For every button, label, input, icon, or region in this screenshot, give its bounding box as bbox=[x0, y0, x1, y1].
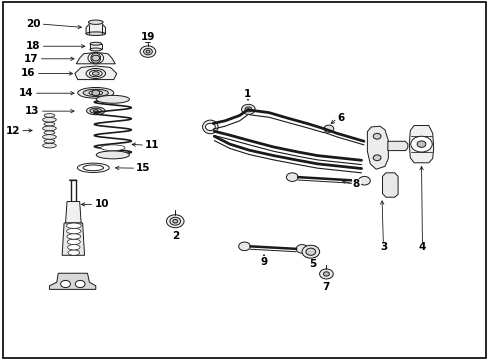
Circle shape bbox=[140, 46, 156, 57]
Circle shape bbox=[416, 141, 425, 147]
Ellipse shape bbox=[89, 70, 102, 77]
Circle shape bbox=[205, 123, 215, 131]
Polygon shape bbox=[65, 202, 81, 223]
Circle shape bbox=[286, 173, 298, 181]
Polygon shape bbox=[75, 66, 117, 80]
Text: 5: 5 bbox=[308, 259, 316, 269]
Text: 12: 12 bbox=[6, 126, 20, 135]
Ellipse shape bbox=[101, 145, 125, 150]
Ellipse shape bbox=[42, 117, 56, 122]
Circle shape bbox=[358, 176, 369, 185]
Circle shape bbox=[410, 136, 431, 152]
Ellipse shape bbox=[86, 32, 105, 36]
Circle shape bbox=[88, 52, 103, 64]
Ellipse shape bbox=[145, 41, 151, 42]
Text: 14: 14 bbox=[19, 88, 34, 98]
Ellipse shape bbox=[66, 228, 81, 234]
Circle shape bbox=[92, 90, 100, 96]
Ellipse shape bbox=[90, 108, 102, 113]
Circle shape bbox=[241, 104, 255, 114]
Ellipse shape bbox=[78, 87, 114, 98]
Ellipse shape bbox=[44, 139, 55, 143]
Circle shape bbox=[244, 107, 251, 112]
Text: 6: 6 bbox=[336, 113, 344, 123]
Circle shape bbox=[302, 245, 319, 258]
Polygon shape bbox=[408, 126, 433, 163]
Text: 9: 9 bbox=[260, 257, 267, 267]
Ellipse shape bbox=[42, 135, 56, 139]
Ellipse shape bbox=[86, 107, 105, 115]
Ellipse shape bbox=[44, 131, 55, 134]
Circle shape bbox=[323, 272, 329, 276]
Ellipse shape bbox=[93, 110, 98, 112]
Ellipse shape bbox=[77, 163, 109, 172]
Ellipse shape bbox=[42, 126, 56, 131]
Ellipse shape bbox=[67, 244, 80, 250]
Ellipse shape bbox=[83, 165, 103, 171]
Circle shape bbox=[143, 48, 152, 55]
Ellipse shape bbox=[86, 68, 105, 78]
Text: 3: 3 bbox=[379, 242, 386, 252]
Ellipse shape bbox=[67, 239, 80, 244]
Circle shape bbox=[372, 155, 380, 161]
Text: 17: 17 bbox=[24, 54, 39, 64]
Polygon shape bbox=[382, 173, 397, 197]
Circle shape bbox=[166, 215, 183, 228]
Ellipse shape bbox=[96, 95, 129, 103]
Circle shape bbox=[372, 134, 380, 139]
Circle shape bbox=[296, 244, 307, 253]
Circle shape bbox=[305, 248, 315, 255]
Circle shape bbox=[172, 220, 177, 223]
Text: 2: 2 bbox=[171, 231, 179, 240]
Ellipse shape bbox=[67, 234, 81, 239]
Text: 20: 20 bbox=[26, 19, 41, 29]
Text: 11: 11 bbox=[145, 140, 159, 150]
Ellipse shape bbox=[91, 53, 101, 63]
Ellipse shape bbox=[44, 114, 55, 117]
Ellipse shape bbox=[44, 122, 55, 126]
Text: 18: 18 bbox=[26, 41, 41, 51]
Text: 16: 16 bbox=[21, 68, 36, 78]
Text: 13: 13 bbox=[25, 106, 40, 116]
Text: 10: 10 bbox=[94, 199, 109, 210]
Text: 4: 4 bbox=[418, 242, 426, 252]
Polygon shape bbox=[76, 52, 115, 64]
Ellipse shape bbox=[88, 20, 103, 24]
Ellipse shape bbox=[90, 42, 102, 45]
Polygon shape bbox=[366, 126, 387, 169]
Polygon shape bbox=[90, 44, 102, 49]
Ellipse shape bbox=[83, 89, 108, 96]
Polygon shape bbox=[86, 22, 105, 34]
Text: 7: 7 bbox=[322, 282, 329, 292]
Circle shape bbox=[238, 242, 250, 251]
Ellipse shape bbox=[92, 72, 99, 75]
Text: 1: 1 bbox=[244, 89, 250, 99]
Text: 15: 15 bbox=[136, 163, 150, 173]
Polygon shape bbox=[62, 223, 84, 255]
Circle shape bbox=[61, 280, 70, 288]
Text: 8: 8 bbox=[352, 179, 359, 189]
Polygon shape bbox=[49, 273, 96, 289]
Circle shape bbox=[319, 269, 332, 279]
Circle shape bbox=[324, 125, 333, 132]
Circle shape bbox=[92, 55, 100, 61]
Ellipse shape bbox=[66, 223, 81, 228]
Circle shape bbox=[169, 217, 180, 225]
Ellipse shape bbox=[42, 143, 56, 148]
Ellipse shape bbox=[68, 250, 80, 255]
Polygon shape bbox=[387, 141, 407, 150]
Circle shape bbox=[146, 50, 150, 53]
Text: 19: 19 bbox=[141, 32, 155, 41]
Ellipse shape bbox=[89, 91, 102, 95]
Ellipse shape bbox=[90, 48, 102, 51]
Circle shape bbox=[75, 280, 85, 288]
Polygon shape bbox=[69, 180, 77, 181]
Ellipse shape bbox=[96, 151, 129, 159]
Ellipse shape bbox=[202, 120, 218, 134]
